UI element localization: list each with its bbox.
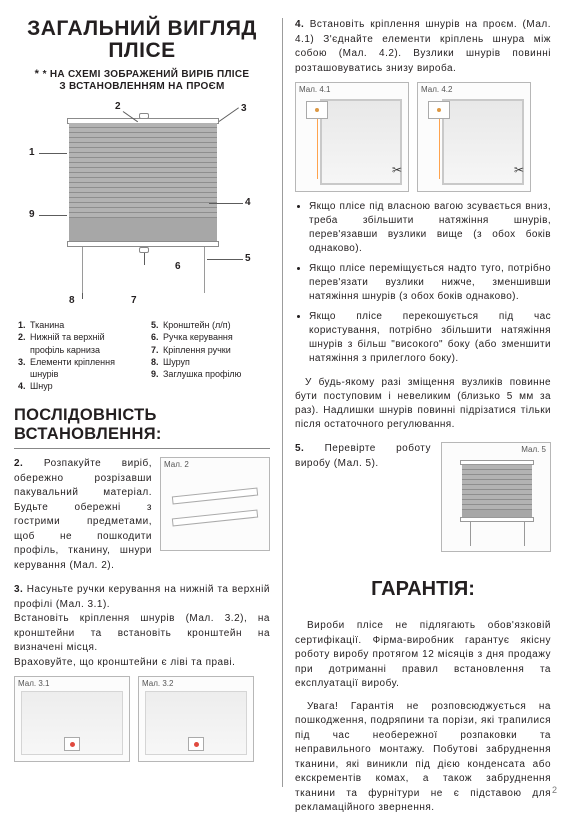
- adjustment-note: У будь-якому разі зміщення вузликів пови…: [295, 376, 551, 432]
- figure-4-1: Мал. 4.1 ✂: [295, 82, 409, 192]
- subtitle-line-2: З ВСТАНОВЛЕННЯМ НА ПРОЄМ: [59, 81, 224, 92]
- legend-item: 5.Кронштейн (л/п): [151, 319, 266, 331]
- warranty-p2: Увага! Гарантія не розповсюджується на п…: [295, 700, 551, 816]
- warranty-heading: ГАРАНТІЯ:: [295, 578, 551, 601]
- callout-4: 4: [245, 197, 251, 208]
- bullet-item: Якщо плісе перекошується під час користу…: [309, 310, 551, 366]
- figure-3-1-label: Мал. 3.1: [18, 679, 49, 688]
- callout-3: 3: [241, 103, 247, 114]
- legend-item: 6.Ручка керування: [151, 331, 266, 343]
- scissors-icon: ✂: [392, 163, 402, 177]
- overview-diagram: 1 2 3 4 5 6 7 8 9: [27, 101, 257, 311]
- figure-4-2-label: Мал. 4.2: [421, 85, 452, 94]
- figure-2-label: Мал. 2: [164, 460, 189, 469]
- figure-5-label: Мал. 5: [521, 445, 546, 454]
- step-2-text: 2. Розпакуйте виріб, обережно розрізавши…: [14, 457, 152, 573]
- warranty-p1: Вироби плісе не підлягають обов'язковій …: [295, 619, 551, 692]
- title-line-2: ПЛІСЕ: [14, 40, 270, 62]
- figure-3-2-label: Мал. 3.2: [142, 679, 173, 688]
- legend-item: 7.Кріплення ручки: [151, 344, 266, 356]
- legend-item: 3.Елементи кріплення шнурів: [18, 356, 133, 380]
- figure-3-1: Мал. 3.1: [14, 676, 130, 762]
- callout-5: 5: [245, 253, 251, 264]
- legend-item: 4.Шнур: [18, 380, 133, 392]
- figure-4-2: Мал. 4.2 ✂: [417, 82, 531, 192]
- subtitle-line-1: * НА СХЕМІ ЗОБРАЖЕНИЙ ВИРІБ ПЛІСЕ: [43, 69, 250, 80]
- legend-item: 2.Нижній та верхній профіль карниза: [18, 331, 133, 355]
- figure-5: Мал. 5: [441, 442, 551, 552]
- legend: 1.Тканина2.Нижній та верхній профіль кар…: [14, 319, 270, 392]
- scissors-icon: ✂: [514, 163, 524, 177]
- legend-item: 9.Заглушка профілю: [151, 368, 266, 380]
- step-3-text: 3. Насуньте ручки керування на нижній та…: [14, 583, 270, 670]
- figure-4-1-label: Мал. 4.1: [299, 85, 330, 94]
- legend-item: 1.Тканина: [18, 319, 133, 331]
- column-divider: [282, 18, 283, 787]
- subtitle: * * НА СХЕМІ ЗОБРАЖЕНИЙ ВИРІБ ПЛІСЕ З ВС…: [14, 68, 270, 93]
- step-4-text: 4. Встановіть кріплення шнурів на проєм.…: [295, 18, 551, 76]
- callout-2: 2: [115, 101, 121, 112]
- callout-8: 8: [69, 295, 75, 306]
- callout-6: 6: [175, 261, 181, 272]
- step-5-text: 5. Перевірте роботу виробу (Мал. 5).: [295, 442, 431, 471]
- legend-item: 8.Шуруп: [151, 356, 266, 368]
- callout-7: 7: [131, 295, 137, 306]
- bullet-item: Якщо плісе переміщується надто туго, пот…: [309, 262, 551, 304]
- callout-9: 9: [29, 209, 35, 220]
- figure-3-2: Мал. 3.2: [138, 676, 254, 762]
- bullet-item: Якщо плісе під власною вагою зсувається …: [309, 200, 551, 256]
- figure-2: Мал. 2: [160, 457, 270, 551]
- section-installation-heading: ПОСЛІДОВНІСТЬ ВСТАНОВЛЕННЯ:: [14, 406, 270, 444]
- adjustment-bullets: Якщо плісе під власною вагою зсувається …: [295, 200, 551, 372]
- page-number: 2: [552, 785, 557, 795]
- callout-1: 1: [29, 147, 35, 158]
- title-line-1: ЗАГАЛЬНИЙ ВИГЛЯД: [14, 18, 270, 40]
